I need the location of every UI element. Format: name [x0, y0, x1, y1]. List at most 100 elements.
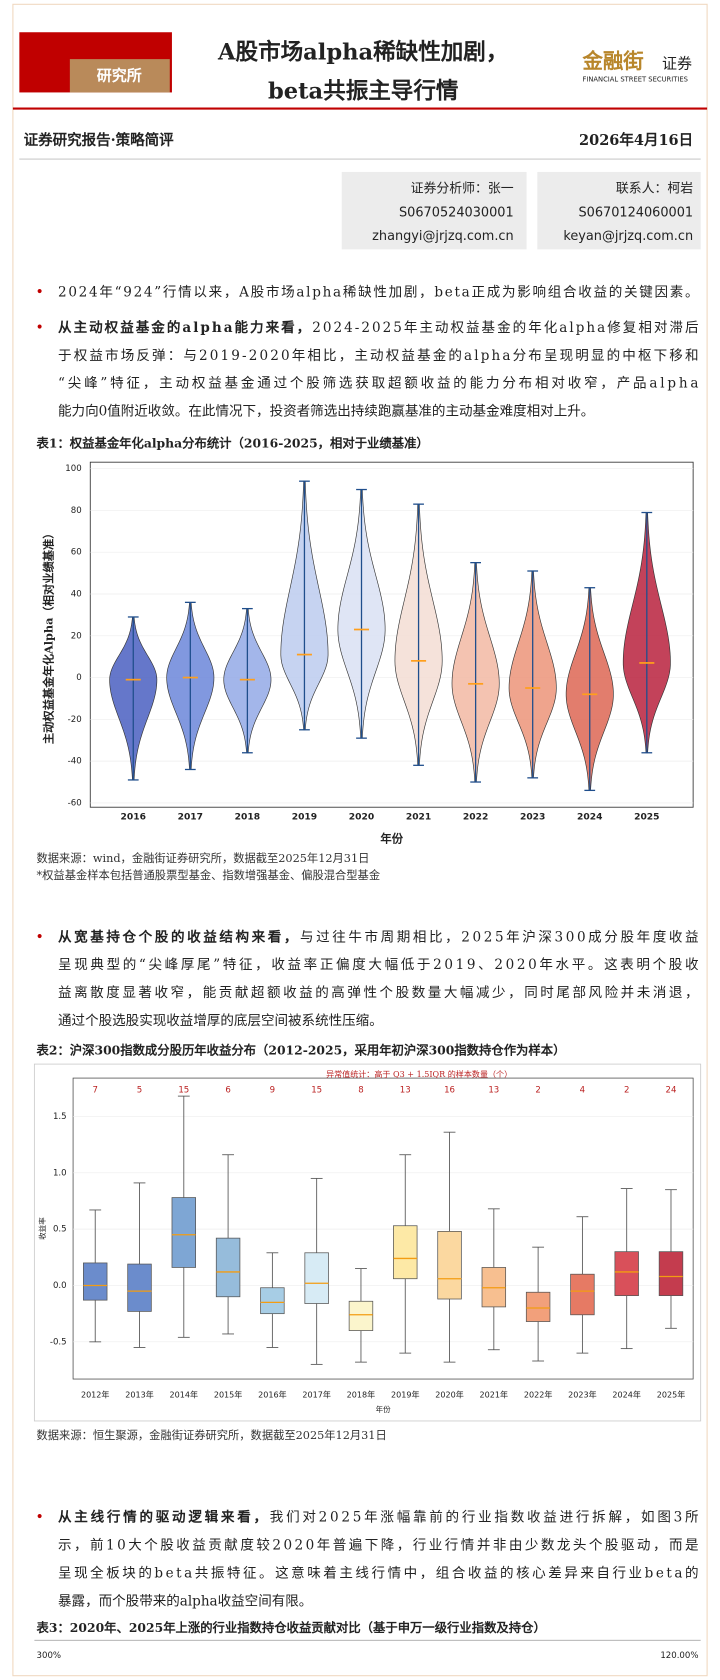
outlier-count: 13 — [488, 1085, 499, 1095]
outlier-count: 8 — [358, 1085, 363, 1095]
outlier-count: 7 — [92, 1085, 97, 1095]
lead: 从主动权益基金的alpha能力来看， — [58, 318, 310, 335]
paragraph-line: 能力向0值附近收敛。在此情况下，投资者筛选出持续跑赢基准的主动基金难度相对上升。 — [58, 402, 594, 419]
outlier-count: 15 — [178, 1085, 189, 1095]
x-tick-label: 2022 — [463, 812, 488, 822]
report-type: 证券研究报告·策略简评 — [24, 131, 175, 149]
text: 能力向0值附近收敛。在此情况下，投资者筛选出持续跑赢基准的主动基金难度相对上升。 — [58, 402, 594, 419]
y-tick-label: -20 — [68, 715, 82, 725]
lead: 从主线行情的驱动逻辑来看， — [58, 1508, 267, 1525]
x-tick-label: 2017 — [178, 812, 203, 822]
analyst-line: S0670124060001 — [578, 205, 693, 220]
outlier-count: 13 — [400, 1085, 411, 1095]
box — [393, 1225, 418, 1280]
text: 通过个股选股实现收益增厚的底层空间被系统性压缩。 — [58, 1013, 383, 1029]
box — [215, 1237, 241, 1298]
x-tick-label: 2018年 — [347, 1390, 376, 1400]
y-tick-label: -0.5 — [50, 1337, 67, 1347]
paragraph-line: 呈现典型的“尖峰厚尾”特征，收益率正偏度大幅低于2019、2020年水平。这表明… — [58, 956, 699, 973]
label-box — [69, 59, 170, 93]
analyst-box — [537, 171, 701, 250]
x-tick-label: 2012年 — [81, 1390, 110, 1400]
analyst-line: 联系人：柯岩 — [616, 182, 693, 197]
box — [260, 1287, 285, 1315]
x-tick-label: 2016年 — [258, 1390, 287, 1400]
bullet: • — [35, 284, 43, 300]
x-tick-label: 2021年 — [480, 1390, 509, 1400]
text: 呈现全板块的beta共振特征。这意味着主线行情中，组合收益的核心差异来自行业be… — [58, 1564, 698, 1581]
text: 2024-2025年主动权益基金的年化alpha修复相对滞后 — [312, 318, 698, 335]
date: 2026年4月16日 — [579, 131, 693, 149]
y-tick-label: 0.0 — [53, 1281, 67, 1291]
bullet: • — [35, 1510, 43, 1526]
y2-tick-label: 120.00% — [660, 1651, 698, 1661]
box — [437, 1231, 462, 1300]
analyst-line: 证券分析师：张一 — [411, 181, 514, 197]
x-tick-label: 2023年 — [568, 1390, 597, 1400]
box — [83, 1262, 108, 1301]
y-axis-label: 主动权益基金年化Alpha（相对业绩基准） — [41, 527, 55, 744]
page-border — [12, 3, 708, 1677]
outlier-count: 24 — [666, 1085, 677, 1095]
bullet: • — [35, 929, 43, 945]
header-label: 研究所 — [97, 66, 142, 84]
x-tick-label: 2018 — [235, 812, 260, 822]
plot-frame — [89, 461, 694, 808]
logo-suffix: 证券 — [662, 54, 692, 72]
text: 益离散度显著收窄，能贡献超额收益的高弹性个股数量大幅减少，同时尾部风险并未消退， — [58, 984, 698, 1001]
y-tick-label: 0.5 — [53, 1225, 67, 1235]
y-tick-label: 80 — [71, 506, 82, 516]
x-tick-label: 2015年 — [214, 1390, 243, 1400]
paragraph-line: 2024年“924”行情以来，A股市场alpha稀缺性加剧，beta正成为影响组… — [58, 283, 698, 300]
box — [658, 1251, 684, 1297]
y-axis-label: 收益率 — [37, 1217, 47, 1240]
analyst-line: keyan@jrjzq.com.cn — [563, 229, 693, 244]
outlier-count: 2 — [535, 1085, 540, 1095]
text: 示，前10大个股收益贡献度较2020年普遍下降，行业行情并非由少数龙头个股驱动，… — [58, 1536, 699, 1553]
analyst-line: zhangyi@jrjzq.com.cn — [372, 229, 514, 244]
x-axis-label: 年份 — [380, 831, 403, 845]
chart-title: 表1：权益基金年化alpha分布统计（2016-2025，相对于业绩基准） — [36, 435, 429, 450]
outlier-count: 9 — [270, 1085, 275, 1095]
paragraph-line: 通过个股选股实现收益增厚的底层空间被系统性压缩。 — [58, 1013, 383, 1029]
chart-frame — [33, 1063, 702, 1422]
analysts: 证券分析师：张一 S0670524030001 zhangyi@jrjzq.com.… — [372, 181, 693, 244]
y-tick-label: -40 — [68, 757, 82, 767]
x-tick-label: 2025 — [634, 812, 659, 822]
analyst-box — [341, 171, 527, 250]
source: 数据来源：wind，金融街证券研究所，数据截至2025年12月31日 — [37, 851, 370, 865]
body: • 2024年“924”行情以来，A股市场alpha稀缺性加剧，beta正成为影响… — [33, 283, 702, 1661]
y-tick-label: 1.0 — [53, 1168, 67, 1178]
y-tick-label: 300% — [37, 1651, 62, 1661]
box — [348, 1300, 374, 1331]
text: 暴露，而个股带来的alpha收益空间有限。 — [58, 1593, 312, 1609]
text: 2024年“924”行情以来，A股市场alpha稀缺性加剧，beta正成为影响组… — [58, 283, 698, 300]
y-tick-label: 1.5 — [53, 1112, 67, 1122]
y-tick-label: 20 — [71, 631, 82, 641]
logo: 金融街 — [581, 49, 643, 73]
text: 我们对2025年涨幅靠前的行业指数收益进行拆解，如图3所 — [270, 1508, 699, 1525]
title: beta共振主导行情 — [268, 77, 459, 104]
x-axis-label: 年份 — [376, 1404, 392, 1414]
outlier-count: 6 — [225, 1085, 230, 1095]
x-tick-label: 2025年 — [657, 1390, 686, 1400]
paragraph-line: 从宽基持仓个股的收益结构来看， 与过往牛市周期相比，2025年沪深300成分股年度… — [58, 928, 698, 945]
box — [171, 1197, 196, 1268]
x-tick-label: 2016 — [121, 812, 146, 822]
x-tick-label: 2024 — [577, 812, 602, 822]
paragraph-line: 从主动权益基金的alpha能力来看， 2024-2025年主动权益基金的年化alp… — [58, 318, 698, 335]
box — [614, 1251, 639, 1297]
box — [304, 1252, 329, 1304]
y-tick-label: 60 — [71, 548, 82, 558]
x-tick-label: 2024年 — [612, 1390, 641, 1400]
paragraph-line: 从主线行情的驱动逻辑来看， 我们对2025年涨幅靠前的行业指数收益进行拆解，如图3… — [58, 1508, 698, 1525]
outlier-count: 5 — [137, 1085, 142, 1095]
paragraph-line: 示，前10大个股收益贡献度较2020年普遍下降，行业行情并非由少数龙头个股驱动，… — [58, 1536, 699, 1553]
chart-title: 表2：沪深300指数成分股历年收益分布（2012-2025，采用年初沪深300指… — [36, 1043, 566, 1058]
x-tick-label: 2019 — [292, 812, 317, 822]
x-tick-label: 2022年 — [524, 1390, 553, 1400]
x-tick-label: 2013年 — [125, 1390, 154, 1400]
box — [570, 1273, 595, 1316]
plot-frame — [72, 1077, 694, 1380]
